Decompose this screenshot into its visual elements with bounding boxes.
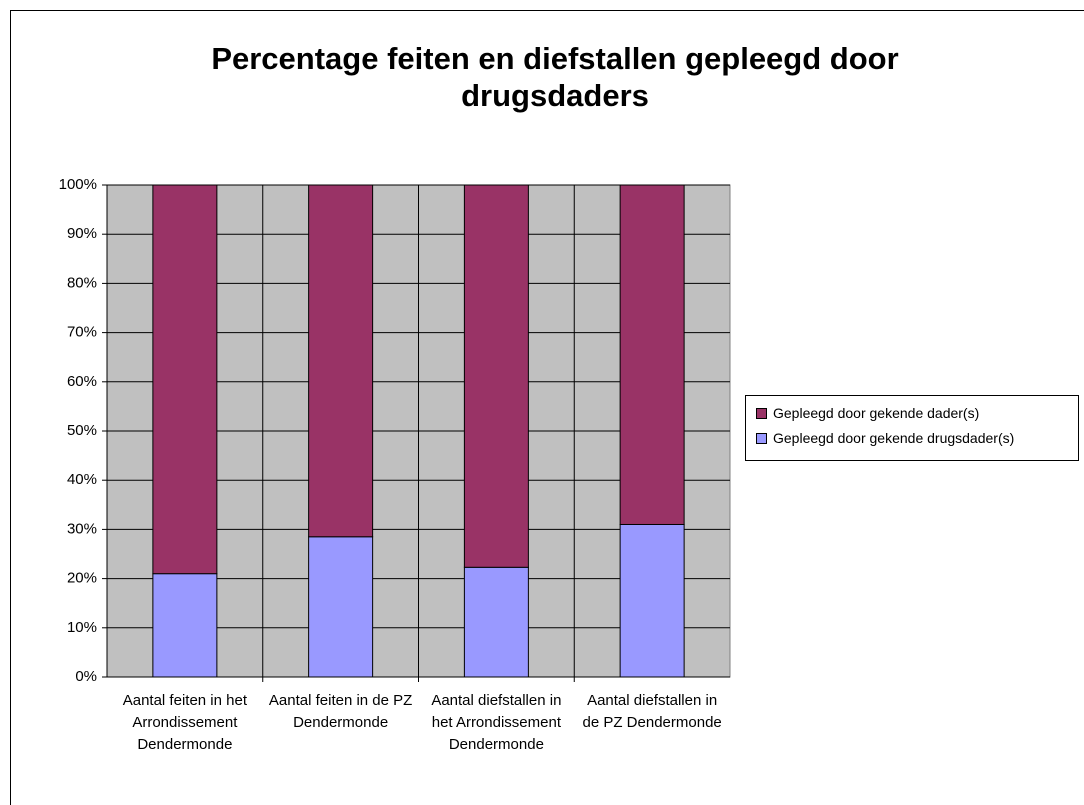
y-tick-label: 30%	[67, 520, 97, 537]
y-tick-label: 20%	[67, 570, 97, 587]
legend-swatch	[756, 408, 767, 419]
x-tick-label: Aantal feiten in de PZ Dendermonde	[268, 692, 413, 731]
y-tick-label: 50%	[67, 422, 97, 439]
legend-label: Gepleegd door gekende dader(s)	[773, 405, 980, 421]
bar-segment	[308, 184, 374, 538]
bar-segment	[152, 573, 218, 678]
legend-label: Gepleegd door gekende drugsdader(s)	[773, 430, 1015, 446]
bar-segment	[308, 536, 374, 678]
y-tick-label: 40%	[67, 471, 97, 488]
y-tick-label: 0%	[75, 668, 97, 685]
bar-segment	[619, 523, 685, 678]
x-tick-label: Aantal diefstallen in de PZ Dendermonde	[582, 692, 722, 731]
bar-segment	[619, 184, 685, 525]
legend-item: Gepleegd door gekende dader(s)	[756, 405, 979, 421]
bar-segment	[463, 566, 529, 678]
bar-segment	[152, 184, 218, 575]
bar-segment	[463, 184, 529, 568]
y-tick-label: 10%	[67, 619, 97, 636]
chart-title: Percentage feiten en diefstallen gepleeg…	[211, 41, 899, 113]
y-tick-label: 90%	[67, 225, 97, 242]
y-tick-label: 100%	[59, 176, 97, 193]
y-tick-label: 70%	[67, 324, 97, 341]
chart-frame	[10, 10, 1084, 805]
legend-swatch	[756, 433, 767, 444]
y-tick-label: 60%	[67, 373, 97, 390]
y-tick-label: 80%	[67, 274, 97, 291]
x-tick-label: Aantal feiten in het Arrondissement Dend…	[122, 692, 247, 753]
legend-item: Gepleegd door gekende drugsdader(s)	[756, 430, 1014, 446]
legend: Gepleegd door gekende dader(s) Gepleegd d…	[745, 395, 1079, 461]
x-tick-label: Aantal diefstallen in het Arrondissement…	[431, 692, 562, 753]
